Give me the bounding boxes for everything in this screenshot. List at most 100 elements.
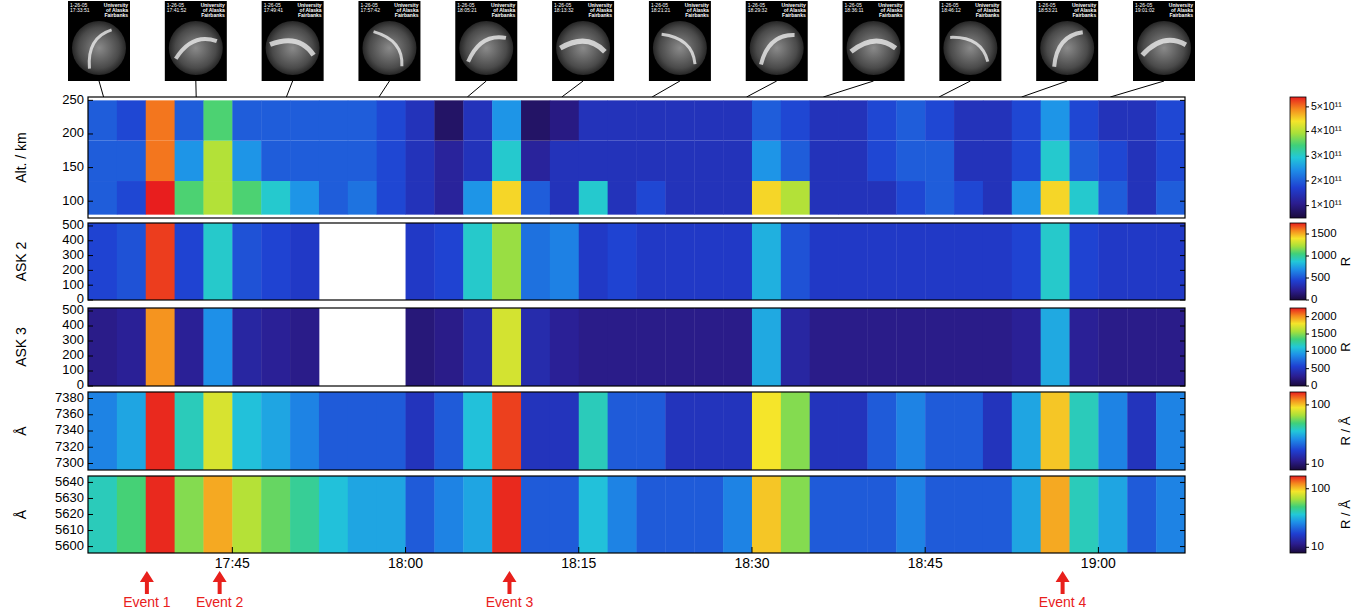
heatmap-cell <box>925 308 954 386</box>
plot-frame <box>88 97 1185 218</box>
heatmap-cell <box>521 223 550 300</box>
y-tick <box>88 356 93 357</box>
heatmap-cell <box>723 141 752 181</box>
heatmap-cell <box>723 100 752 140</box>
heatmap-cell <box>579 181 608 215</box>
aurora-arc <box>662 26 700 69</box>
heatmap-cell <box>723 181 752 215</box>
heatmap-cell <box>1070 100 1099 140</box>
colorbar-scale <box>1290 223 1306 300</box>
aurora-arc <box>950 28 991 68</box>
y-tick <box>1180 201 1185 202</box>
heatmap-cell <box>1012 181 1041 215</box>
heatmap-cell <box>925 476 954 553</box>
heatmap-cell <box>867 392 896 470</box>
colorbar-tick <box>1306 234 1309 235</box>
y-tick-label: 300 <box>62 247 84 262</box>
y-tick <box>1180 270 1185 271</box>
heatmap-cells <box>88 100 1185 214</box>
heatmap-cell <box>608 308 637 386</box>
x-tick <box>1098 547 1099 553</box>
heatmap-cell <box>1127 392 1156 470</box>
heatmap-cell <box>867 181 896 215</box>
y-tick-label: 500 <box>62 217 84 232</box>
y-tick <box>88 285 93 286</box>
colorbar-tick <box>1306 131 1309 132</box>
event-arrow <box>1056 571 1070 594</box>
heatmap-cell <box>203 100 232 140</box>
heatmap-cell <box>377 141 406 181</box>
heatmap-cell <box>492 141 521 181</box>
heatmap-cell <box>463 308 492 386</box>
heatmap-cell <box>550 181 579 215</box>
heatmap-cell <box>579 392 608 470</box>
heatmap-cell <box>492 308 521 386</box>
heatmap-cell <box>348 392 377 470</box>
heatmap-cell <box>175 100 204 140</box>
y-tick <box>88 326 93 327</box>
y-tick <box>88 514 93 515</box>
heatmap-cell <box>434 223 463 300</box>
heatmap-cell <box>117 181 146 215</box>
sky-image: 1-26-0517:49:41Universityof AlaskaFairba… <box>262 1 324 81</box>
colorbar-title: R <box>1338 342 1353 351</box>
heatmap-cell <box>88 141 117 181</box>
sky-image-frame <box>552 1 614 81</box>
heatmap-cell <box>319 476 348 553</box>
heatmap-cell <box>1041 100 1070 140</box>
y-tick-label: 100 <box>62 193 84 208</box>
y-tick <box>88 311 93 312</box>
colorbar-tick <box>1306 300 1309 301</box>
y-tick <box>88 482 93 483</box>
heatmap-cell <box>434 141 463 181</box>
y-tick-label: 7380 <box>55 390 84 405</box>
heatmap-cell <box>781 476 810 553</box>
colorbar-tick <box>1306 156 1309 157</box>
heatmap-cell <box>492 100 521 140</box>
heatmap-cell <box>146 223 175 300</box>
image-credit: Universityof AlaskaFairbanks <box>975 2 999 18</box>
y-tick-label: 5610 <box>55 522 84 537</box>
heatmap-cell <box>694 181 723 215</box>
colorbar-tick-label: 3×10¹¹ <box>1311 149 1342 161</box>
heatmap-cell <box>839 223 868 300</box>
sky-disc <box>653 21 707 75</box>
heatmap-cell <box>608 141 637 181</box>
image-time: 18:05:21 <box>457 7 477 13</box>
y-tick <box>1180 371 1185 372</box>
aurora-arc <box>1142 39 1187 55</box>
y-tick <box>88 341 93 342</box>
y-tick <box>88 270 93 271</box>
heatmap-cell <box>550 100 579 140</box>
colorbar-tick <box>1306 278 1309 279</box>
heatmap-cell <box>175 476 204 553</box>
panel: 0100200300400500ASK 2050010001500R <box>13 217 1354 306</box>
heatmap-cell <box>839 392 868 470</box>
heatmap-cell <box>983 141 1012 181</box>
y-tick <box>1180 100 1185 101</box>
heatmap-cell <box>579 223 608 300</box>
heatmap-cell <box>463 100 492 140</box>
heatmap-cell <box>579 141 608 181</box>
heatmap-cell <box>261 223 290 300</box>
event-arrow <box>140 571 154 594</box>
x-tick-label: 17:45 <box>215 555 250 571</box>
heatmap-cell <box>810 476 839 553</box>
colorbar-tick-label: 1000 <box>1311 249 1337 261</box>
heatmap-cell <box>810 223 839 300</box>
colorbar-tick <box>1306 256 1309 257</box>
heatmap-cell <box>983 223 1012 300</box>
sky-disc <box>72 21 126 75</box>
heatmap-cell <box>637 476 666 553</box>
colorbar-tick-label: 1000 <box>1311 344 1337 356</box>
y-tick-label: 100 <box>62 277 84 292</box>
heatmap-cell <box>117 392 146 470</box>
heatmap-cell <box>1041 223 1070 300</box>
heatmap-cell <box>1156 141 1185 181</box>
heatmap-cell <box>810 308 839 386</box>
heatmap-cell <box>406 100 435 140</box>
heatmap-cell <box>723 223 752 300</box>
y-tick <box>1180 285 1185 286</box>
sky-image: 1-26-0519:01:02Universityof AlaskaFairba… <box>1133 1 1195 81</box>
heatmap-cell <box>723 392 752 470</box>
